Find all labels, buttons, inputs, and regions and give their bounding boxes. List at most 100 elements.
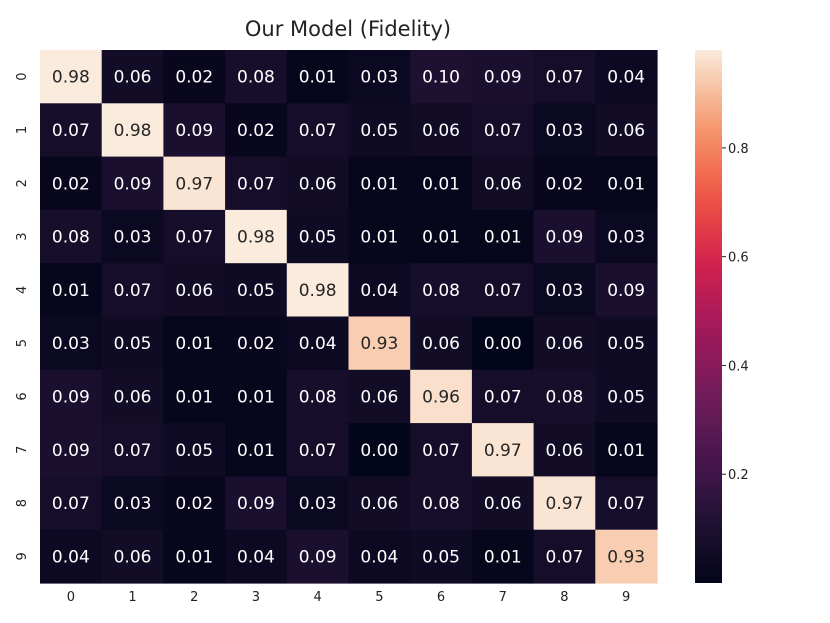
heatmap-cell	[286, 209, 350, 264]
heatmap-cell	[286, 156, 350, 211]
cell-value-label: 0.01	[299, 68, 337, 88]
x-tick-label: 5	[375, 590, 383, 605]
cell-value-label: 0.02	[175, 494, 213, 514]
heatmap-cell	[225, 103, 288, 158]
cell-value-label: 0.03	[114, 494, 152, 514]
x-axis-ticks: 0 1 2 3 4 5 6 7 8 9	[67, 590, 631, 605]
heatmap-cell	[286, 50, 350, 104]
heatmap-cell	[40, 50, 103, 104]
cell-value-label: 0.05	[237, 281, 275, 301]
heatmap-cell	[471, 369, 535, 424]
heatmap-cell	[471, 50, 535, 104]
heatmap-cell	[225, 423, 288, 477]
heatmap-cell	[225, 156, 288, 211]
heatmap-cell	[163, 316, 226, 371]
heatmap-cell	[101, 156, 164, 211]
cell-value-label: 0.98	[114, 121, 152, 141]
cell-value-label: 0.01	[422, 228, 460, 248]
cell-value-label: 0.98	[52, 68, 90, 88]
cell-value-label: 0.05	[360, 121, 398, 141]
heatmap-cell	[286, 263, 350, 318]
cell-value-label: 0.06	[422, 334, 460, 354]
x-tick-label: 0	[67, 590, 75, 605]
heatmap-cell	[286, 529, 350, 584]
heatmap-cell	[595, 316, 658, 371]
cell-value-label: 0.04	[299, 334, 337, 354]
cell-value-label: 0.01	[175, 547, 213, 567]
cell-value-label: 0.97	[546, 494, 584, 514]
cell-value-label: 0.01	[52, 281, 90, 301]
heatmap-cell	[471, 423, 535, 477]
cell-value-label: 0.09	[52, 441, 90, 461]
heatmap-cell	[595, 476, 658, 531]
cell-value-label: 0.07	[299, 441, 337, 461]
colorbar-tick-label: 0.4	[728, 359, 749, 374]
heatmap-cell	[471, 156, 535, 211]
heatmap-cell	[163, 423, 226, 477]
heatmap-cell	[163, 263, 226, 318]
heatmap-cell	[163, 50, 226, 104]
x-tick-label: 1	[128, 590, 136, 605]
heatmap-cell	[225, 263, 288, 318]
heatmap-cell	[533, 103, 596, 158]
heatmap-cell	[471, 263, 535, 318]
x-tick-label: 9	[622, 590, 630, 605]
heatmap-cell	[286, 369, 350, 424]
cell-value-label: 0.07	[422, 441, 460, 461]
y-tick-label: 5	[15, 339, 30, 347]
heatmap-cell	[101, 423, 164, 477]
cell-value-label: 0.09	[484, 68, 522, 88]
heatmap-cell	[471, 529, 535, 584]
cell-value-label: 0.03	[114, 228, 152, 248]
cell-value-label: 0.07	[175, 228, 213, 248]
cell-value-label: 0.07	[114, 441, 152, 461]
y-tick-label: 7	[15, 446, 30, 454]
heatmap-cell	[101, 103, 164, 158]
y-tick-label: 3	[15, 232, 30, 240]
cell-value-label: 0.01	[237, 387, 275, 407]
heatmap-cell	[101, 209, 164, 264]
cell-value-label: 0.07	[299, 121, 337, 141]
heatmap-cell	[595, 156, 658, 211]
heatmap-cells: 0.98 0.06 0.02 0.08 0.01 0.03 0.10 0.09 0.07 0.04…	[40, 50, 658, 584]
cell-value-label: 0.06	[175, 281, 213, 301]
heatmap-cell	[40, 423, 103, 477]
cell-value-label: 0.01	[360, 174, 398, 194]
cell-value-label: 0.07	[546, 68, 584, 88]
heatmap-cell	[225, 369, 288, 424]
cell-value-label: 0.08	[422, 494, 460, 514]
colorbar: 0.2 0.4 0.6 0.8	[695, 50, 749, 583]
heatmap-cell	[348, 423, 411, 477]
cell-value-label: 0.06	[114, 68, 152, 88]
heatmap-cell	[225, 476, 288, 531]
colorbar-gradient	[695, 50, 722, 583]
colorbar-tick-label: 0.6	[728, 251, 749, 266]
cell-value-label: 0.03	[52, 334, 90, 354]
cell-value-label: 0.06	[546, 441, 584, 461]
cell-value-label: 0.08	[52, 228, 90, 248]
heatmap-cell	[163, 529, 226, 584]
cell-value-label: 0.06	[360, 494, 398, 514]
heatmap-cell	[163, 476, 226, 531]
heatmap-cell	[533, 156, 596, 211]
cell-value-label: 0.06	[114, 547, 152, 567]
x-tick-label: 7	[499, 590, 507, 605]
cell-value-label: 0.03	[546, 281, 584, 301]
cell-value-label: 0.05	[299, 228, 337, 248]
cell-value-label: 0.00	[360, 441, 398, 461]
y-tick-label: 1	[15, 126, 30, 134]
heatmap-cell	[348, 369, 411, 424]
cell-value-label: 0.06	[360, 387, 398, 407]
cell-value-label: 0.09	[175, 121, 213, 141]
heatmap-cell	[595, 263, 658, 318]
cell-value-label: 0.03	[299, 494, 337, 514]
heatmap-cell	[101, 476, 164, 531]
heatmap-cell	[286, 476, 350, 531]
x-tick-label: 4	[314, 590, 322, 605]
cell-value-label: 0.09	[607, 281, 645, 301]
heatmap-cell	[40, 103, 103, 158]
cell-value-label: 0.02	[237, 121, 275, 141]
cell-value-label: 0.01	[360, 228, 398, 248]
heatmap-cell	[286, 103, 350, 158]
cell-value-label: 0.07	[52, 121, 90, 141]
